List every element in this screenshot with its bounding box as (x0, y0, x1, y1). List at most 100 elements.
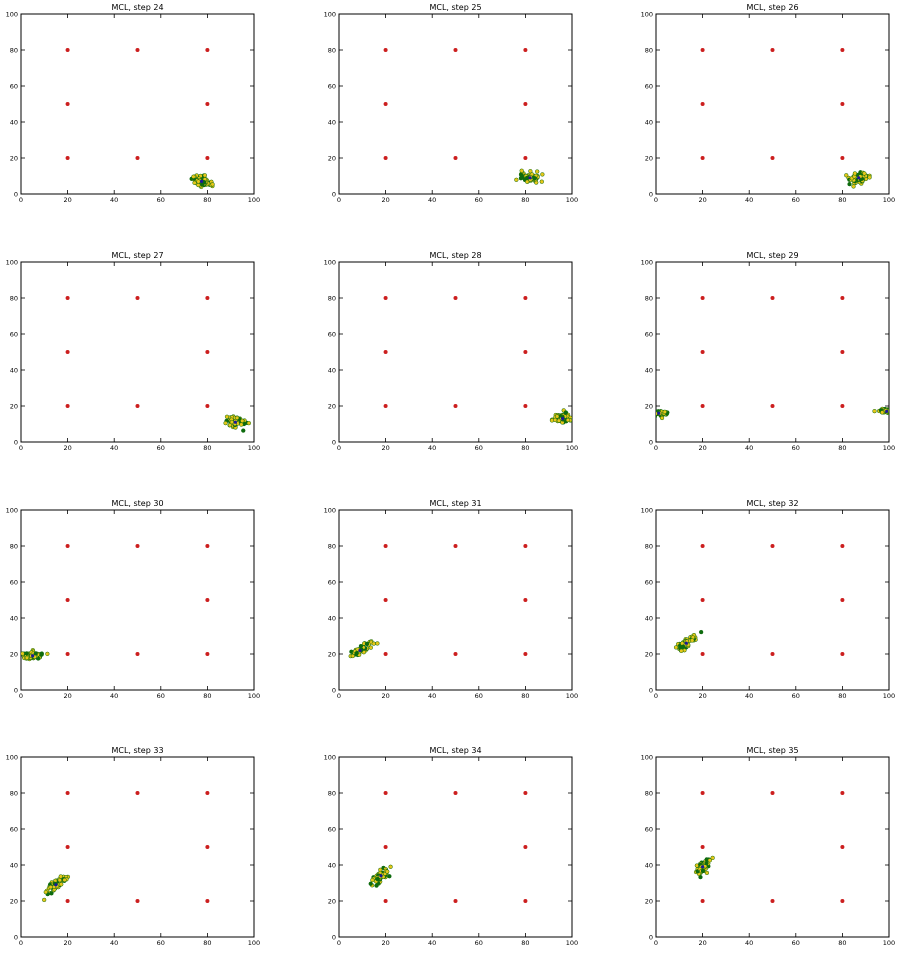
particle-cloud (673, 629, 704, 654)
x-tick-label: 40 (745, 939, 753, 947)
landmark-point (770, 296, 775, 300)
y-tick-label: 100 (324, 506, 336, 514)
particle (852, 171, 858, 176)
y-tick-label: 100 (641, 506, 653, 514)
pose-estimate (379, 874, 383, 878)
landmark-point (453, 652, 458, 656)
y-tick-label: 80 (328, 542, 336, 550)
y-tick-label: 60 (328, 825, 336, 833)
landmark-point (770, 156, 775, 160)
landmark-point (523, 899, 528, 903)
mcl-subplot: MCL, step 25 0 20 40 60 80 100 0 20 40 60 80 100 (324, 3, 579, 204)
landmark-point (383, 102, 388, 106)
particle (528, 169, 533, 174)
landmark-point (700, 544, 705, 548)
landmark-point (135, 404, 140, 408)
x-tick-label: 80 (838, 692, 846, 700)
x-tick-label: 20 (381, 692, 389, 700)
landmark-point (65, 156, 70, 160)
particle (862, 171, 867, 176)
pose-estimate (885, 409, 889, 413)
landmark-point (523, 156, 528, 160)
landmark-point (700, 652, 705, 656)
plot-frame (655, 13, 890, 195)
particle-cloud (42, 874, 71, 903)
particle (371, 641, 376, 646)
x-tick-label: 40 (110, 692, 118, 700)
particle (576, 417, 580, 421)
particle (648, 411, 652, 415)
y-tick-label: 0 (14, 933, 18, 941)
mcl-subplot: MCL, step 28 0 20 40 60 80 100 0 20 40 60 80 100 (324, 251, 580, 452)
particle (893, 408, 897, 412)
y-tick-label: 40 (10, 614, 18, 622)
particle (57, 877, 62, 883)
landmark-point (840, 899, 845, 903)
x-tick-label: 20 (381, 444, 389, 452)
subplot-title: MCL, step 35 (746, 746, 798, 755)
x-tick-label: 20 (63, 196, 71, 204)
x-tick-label: 40 (428, 196, 436, 204)
landmark-point (523, 296, 528, 300)
x-tick-label: 60 (475, 444, 483, 452)
y-tick-label: 0 (332, 933, 336, 941)
particle-cloud (189, 173, 215, 190)
landmark-point (523, 102, 528, 106)
plot-frame (20, 509, 255, 691)
x-tick-label: 80 (203, 196, 211, 204)
x-tick-label: 20 (63, 692, 71, 700)
particle (699, 629, 704, 635)
particle (239, 422, 244, 427)
landmark-point (383, 544, 388, 548)
landmark-point (383, 48, 388, 52)
particle (652, 411, 656, 415)
y-tick-label: 100 (324, 258, 336, 266)
x-tick-label: 40 (428, 444, 436, 452)
x-tick-label: 0 (337, 939, 341, 947)
mcl-subplot: MCL, step 31 0 20 40 60 80 100 0 20 40 60 80 100 (324, 499, 579, 700)
y-tick-label: 20 (328, 650, 336, 658)
x-tick-label: 40 (428, 939, 436, 947)
y-tick-label: 60 (10, 578, 18, 586)
landmark-point (205, 296, 210, 300)
particle (565, 417, 571, 423)
particle (227, 423, 233, 428)
y-tick-label: 80 (10, 542, 18, 550)
y-tick-label: 20 (645, 650, 653, 658)
landmark-point (205, 102, 210, 106)
landmark-point (840, 156, 845, 160)
pose-estimate (657, 411, 661, 415)
plot-frame (655, 756, 890, 938)
landmark-point (65, 845, 70, 849)
particle (375, 876, 380, 882)
particle (210, 182, 215, 187)
landmark-point (65, 598, 70, 602)
y-tick-label: 40 (10, 861, 18, 869)
particle (680, 644, 686, 649)
particle (651, 411, 655, 415)
particle (540, 172, 545, 177)
x-tick-label: 60 (792, 692, 800, 700)
particle (576, 418, 580, 422)
landmark-point (523, 652, 528, 656)
y-tick-label: 60 (328, 578, 336, 586)
subplot-title: MCL, step 31 (429, 499, 481, 508)
y-tick-label: 0 (332, 190, 336, 198)
particle (368, 881, 373, 886)
particle (24, 655, 30, 660)
landmark-point (383, 350, 388, 354)
particle (690, 638, 695, 643)
particle (21, 651, 25, 656)
y-tick-label: 80 (328, 294, 336, 302)
particle (524, 175, 530, 181)
landmark-point (135, 652, 140, 656)
y-tick-label: 0 (14, 686, 18, 694)
x-tick-label: 0 (654, 196, 658, 204)
x-tick-label: 40 (110, 444, 118, 452)
landmark-point (770, 404, 775, 408)
mcl-subplot: MCL, step 34 0 20 40 60 80 100 0 20 40 60 80 100 (324, 746, 579, 947)
landmark-point (205, 652, 210, 656)
landmark-point (700, 296, 705, 300)
plot-frame (20, 13, 255, 195)
particle-cloud (223, 414, 251, 433)
